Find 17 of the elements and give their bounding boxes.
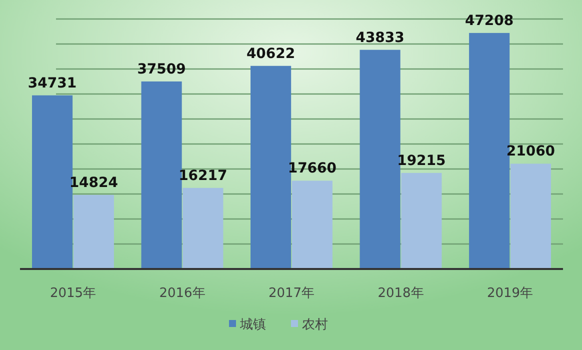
x-tick-label: 2018年 [378, 286, 424, 301]
x-tick-label: 2016年 [159, 286, 206, 301]
data-label: 14824 [69, 174, 118, 191]
x-tick-label: 2015年 [50, 286, 96, 301]
data-label: 47208 [464, 12, 514, 29]
data-label: 16217 [178, 168, 228, 184]
data-label: 43833 [356, 30, 404, 46]
data-label: 19215 [397, 152, 446, 169]
data-label: 17660 [288, 160, 337, 177]
data-label: 37509 [137, 61, 186, 78]
data-label: 34731 [28, 75, 77, 92]
legend-label: 城镇 [239, 318, 266, 333]
x-tick-label: 2019年 [486, 286, 534, 301]
data-label: 40622 [246, 46, 296, 62]
data-label: 21060 [506, 144, 556, 160]
x-tick-label: 2017年 [268, 286, 315, 301]
legend-label: 农村 [302, 318, 328, 333]
